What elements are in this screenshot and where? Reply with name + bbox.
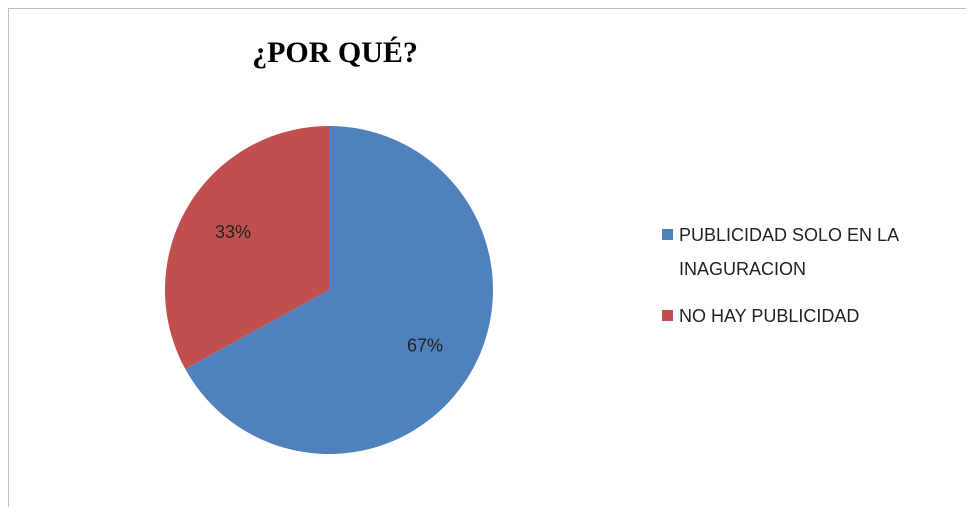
pie-slice: [165, 126, 329, 370]
legend-swatch: [662, 229, 673, 240]
legend-swatch: [662, 310, 673, 321]
legend: PUBLICIDAD SOLO EN LA INAGURACION NO HAY …: [662, 218, 962, 346]
legend-entry: PUBLICIDAD SOLO EN LA INAGURACION: [662, 218, 962, 286]
legend-label: NO HAY PUBLICIDAD: [679, 306, 860, 326]
legend-label: PUBLICIDAD SOLO EN LA INAGURACION: [679, 225, 899, 279]
value-label: 67%: [407, 336, 443, 356]
chart-title: ¿POR QUÉ?: [252, 36, 418, 69]
pie-slice: [185, 126, 494, 454]
legend-entry: NO HAY PUBLICIDAD: [662, 299, 962, 333]
value-label: 33%: [215, 222, 251, 242]
chart-frame: [8, 8, 966, 507]
